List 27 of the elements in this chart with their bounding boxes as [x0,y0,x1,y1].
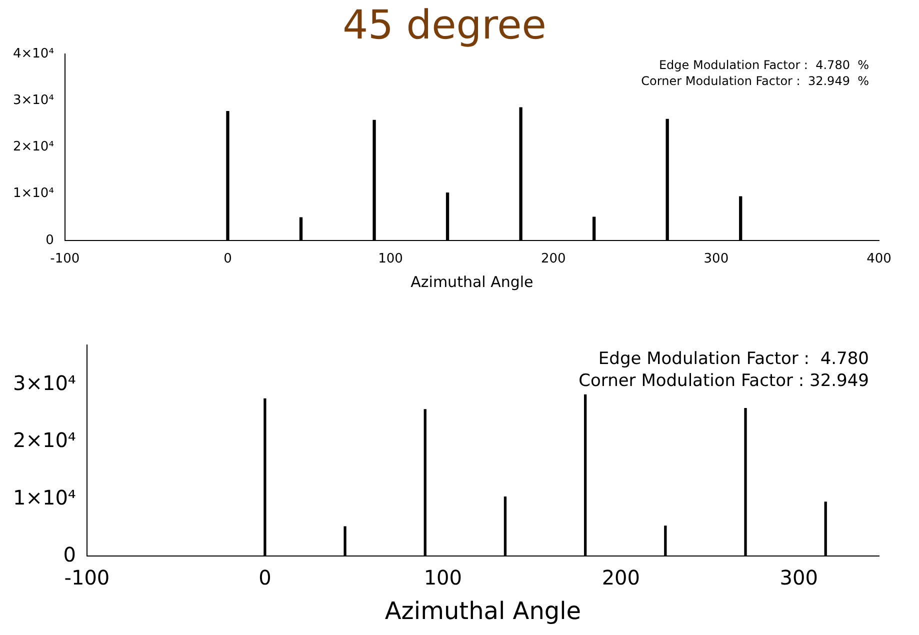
x-axis-title: Azimuthal Angle [410,272,534,291]
x-axis-title: Azimuthal Angle [384,596,582,625]
x-tick-label: 200 [540,252,566,267]
y-tick-label: 3×10⁴ [12,92,54,108]
x-tick-label: -100 [50,252,80,267]
x-tick-label: 100 [378,252,403,267]
annotation: Edge Modulation Factor : 4.780 [598,348,869,369]
x-tick-label: 300 [704,252,729,267]
x-tick-label: -100 [64,565,110,590]
x-tick-label: 100 [424,565,462,590]
annotation: Corner Modulation Factor : 32.949 % [641,74,869,88]
x-tick-label: 0 [224,252,232,267]
chart-title: 45 degree [342,2,546,48]
x-tick-label: 200 [602,565,640,590]
y-tick-label: 0 [63,542,76,566]
y-tick-label: 2×10⁴ [12,140,54,155]
x-tick-label: 0 [258,565,272,590]
y-tick-label: 4×10⁴ [12,46,54,62]
x-tick-label: 400 [866,252,892,267]
y-tick-label: 3×10⁴ [12,371,76,396]
y-tick-label: 1×10⁴ [12,186,54,202]
annotation: Corner Modulation Factor : 32.949 [578,370,869,391]
annotation: Edge Modulation Factor : 4.780 % [658,58,869,72]
x-tick-label: 300 [780,565,818,590]
y-tick-label: 0 [46,232,54,248]
y-tick-label: 1×10⁴ [12,485,76,510]
y-tick-label: 2×10⁴ [12,428,76,452]
